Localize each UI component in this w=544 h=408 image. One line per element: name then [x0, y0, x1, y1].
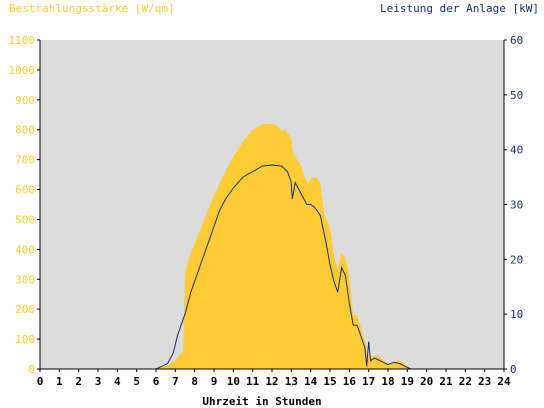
x-tick-label: 16 — [343, 375, 357, 388]
left-axis-title: Bestrahlungsstärke [W/qm] — [9, 2, 175, 15]
y-tick-label-right: 60 — [510, 34, 523, 47]
x-tick-label: 5 — [133, 375, 140, 388]
y-axis-right-ticks: 0 10 20 30 40 50 60 — [504, 34, 523, 376]
y-tick-label-left: 1000 — [9, 64, 36, 77]
x-tick-label: 11 — [246, 375, 260, 388]
irradiance-area — [40, 123, 504, 369]
y-tick-label-left: 300 — [15, 273, 35, 286]
right-axis-title: Leistung der Anlage [kW] — [380, 2, 539, 15]
y-tick-label-right: 30 — [510, 199, 523, 212]
y-tick-label-right: 10 — [510, 308, 523, 321]
y-tick-label-left: 200 — [15, 303, 35, 316]
x-tick-label: 15 — [323, 375, 336, 388]
x-axis-ticks: 0 1 2 3 4 5 6 7 8 9 10 11 12 13 14 15 16 17 18 19 20 21 22 23 24 — [37, 369, 511, 388]
y-tick-label-right: 20 — [510, 253, 523, 266]
x-tick-label: 17 — [362, 375, 375, 388]
x-tick-label: 8 — [191, 375, 198, 388]
x-tick-label: 4 — [114, 375, 121, 388]
y-tick-label-left: 400 — [15, 243, 35, 256]
x-tick-label: 19 — [401, 375, 414, 388]
x-tick-label: 0 — [37, 375, 44, 388]
y-tick-label-left: 600 — [15, 184, 35, 197]
x-tick-label: 9 — [211, 375, 218, 388]
y-tick-label-right: 0 — [510, 363, 517, 376]
x-tick-label: 18 — [381, 375, 394, 388]
power-line — [40, 164, 504, 370]
x-tick-label: 6 — [153, 375, 160, 388]
x-tick-label: 24 — [497, 375, 511, 388]
y-tick-label-right: 40 — [510, 144, 523, 157]
y-axis-left-ticks: 0 100 200 300 400 500 600 700 800 900 1000 1100 — [9, 34, 40, 376]
x-tick-label: 13 — [285, 375, 298, 388]
x-tick-label: 1 — [56, 375, 63, 388]
x-tick-label: 7 — [172, 375, 179, 388]
x-tick-label: 20 — [420, 375, 433, 388]
x-tick-label: 21 — [439, 375, 453, 388]
y-tick-label-left: 700 — [15, 154, 35, 167]
x-axis-title: Uhrzeit in Stunden — [202, 395, 321, 408]
x-tick-label: 23 — [478, 375, 491, 388]
y-tick-label-left: 500 — [15, 213, 35, 226]
y-tick-label-left: 0 — [28, 363, 35, 376]
y-tick-label-left: 900 — [15, 94, 35, 107]
x-tick-label: 10 — [227, 375, 240, 388]
x-tick-label: 14 — [304, 375, 318, 388]
x-tick-label: 12 — [265, 375, 278, 388]
y-tick-label-right: 50 — [510, 89, 523, 102]
y-tick-label-left: 1100 — [9, 34, 36, 47]
x-tick-label: 22 — [459, 375, 472, 388]
x-tick-label: 3 — [95, 375, 102, 388]
x-tick-label: 2 — [75, 375, 82, 388]
y-tick-label-left: 800 — [15, 124, 35, 137]
y-tick-label-left: 100 — [15, 333, 35, 346]
